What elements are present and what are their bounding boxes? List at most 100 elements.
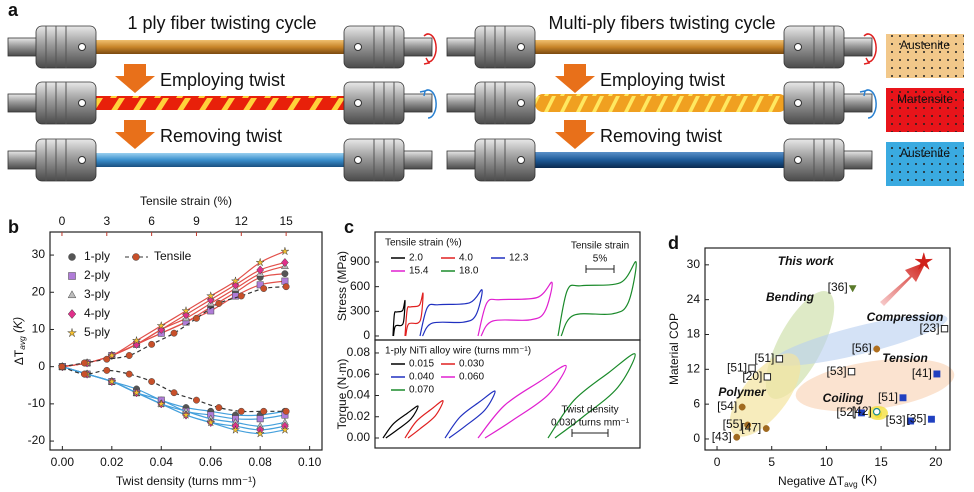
legend-label: 1-ply xyxy=(84,249,110,263)
y-tick-label: 12 xyxy=(687,361,701,375)
legend-label: 2.0 xyxy=(409,253,423,264)
loop-curve xyxy=(392,299,406,337)
y-axis-label: ΔTavg (K) xyxy=(11,317,27,365)
marker xyxy=(255,257,265,267)
marker xyxy=(170,389,178,397)
x-tick-label: 0 xyxy=(714,455,721,469)
marker xyxy=(744,421,752,429)
x-axis-label: Negative ΔTavg (K) xyxy=(778,473,877,489)
point-label: [41] xyxy=(912,366,932,380)
marker xyxy=(156,398,167,408)
legend-label: 0.040 xyxy=(409,372,434,383)
group-label: Bending xyxy=(766,290,815,304)
x-axis-label-part: Negative ΔT xyxy=(778,474,845,488)
phase-label: Austenite xyxy=(900,38,950,52)
y-tick-label: 900 xyxy=(350,254,370,268)
marker xyxy=(872,407,881,416)
legend-label: 2-ply xyxy=(84,268,110,282)
y-tick-label: 0.00 xyxy=(347,430,371,444)
x-axis-label-part: avg xyxy=(844,479,858,489)
x-tick-label: 15 xyxy=(874,455,888,469)
panel-label: d xyxy=(668,233,679,253)
panel-label: a xyxy=(8,0,19,20)
fiber xyxy=(96,96,348,110)
x2-axis-label: Tensile strain (%) xyxy=(140,194,232,208)
legend-label: 12.3 xyxy=(509,253,529,264)
y-tick-label: 300 xyxy=(350,303,370,317)
rotation-arrows xyxy=(419,33,877,119)
legend-title: 1-ply NiTi alloy wire (turns mm⁻¹) xyxy=(385,346,531,357)
marker xyxy=(107,350,117,360)
legend-marker xyxy=(132,253,140,261)
x2-tick-label: 3 xyxy=(103,214,110,228)
step-label: Employing twist xyxy=(600,70,725,90)
y-axis-label-part: avg xyxy=(17,336,27,350)
marker xyxy=(933,370,941,378)
marker xyxy=(256,265,265,275)
fiber xyxy=(535,94,787,112)
marker xyxy=(927,415,935,423)
marker xyxy=(58,363,66,371)
marker xyxy=(847,367,856,376)
legend-label: 18.0 xyxy=(459,266,479,277)
y-tick-label: 0.02 xyxy=(347,409,371,423)
plot-frame xyxy=(374,339,641,449)
point-label: [36] xyxy=(828,280,848,294)
marker xyxy=(181,305,191,315)
loop-curve xyxy=(557,261,637,337)
marker xyxy=(131,335,142,345)
legend-label: 0.015 xyxy=(409,359,434,370)
plot-frame xyxy=(49,231,323,451)
x-tick-label: 0.08 xyxy=(249,455,273,469)
marker xyxy=(193,396,200,404)
x2-tick-label: 15 xyxy=(279,214,293,228)
legend-label: Tensile xyxy=(154,249,192,263)
marker xyxy=(206,295,215,305)
marker xyxy=(80,359,88,367)
phase-label: Martensite xyxy=(897,92,953,106)
legend-label: 4-ply xyxy=(84,306,110,320)
marker xyxy=(103,355,111,363)
point-label: [23] xyxy=(920,321,940,335)
y-tick-label: -20 xyxy=(28,433,46,447)
x-tick-label: 0.06 xyxy=(199,455,223,469)
title: Multi-ply fibers twisting cycle xyxy=(548,13,775,33)
group-label: Polymer xyxy=(718,385,767,399)
point-label: [47] xyxy=(741,421,761,435)
group-label: Tension xyxy=(882,351,928,365)
marker xyxy=(193,314,200,322)
y-tick-label: 6 xyxy=(693,396,700,410)
marker xyxy=(914,251,934,271)
marker xyxy=(80,370,88,378)
loop-curve xyxy=(382,405,419,439)
legend-marker xyxy=(66,327,78,338)
point-label: [53] xyxy=(827,364,847,378)
legend-marker xyxy=(68,253,76,261)
loop-curve xyxy=(547,353,636,439)
scale-bar-label: Twist density xyxy=(561,405,618,416)
x-axis-label-part: (K) xyxy=(858,473,877,487)
scale-bar xyxy=(571,429,609,437)
y-tick-label: 0 xyxy=(693,431,700,445)
marker xyxy=(281,257,289,268)
marker xyxy=(148,340,156,348)
series-line xyxy=(62,366,285,427)
marker xyxy=(848,285,857,293)
x-tick-label: 5 xyxy=(768,455,775,469)
fiber xyxy=(535,40,787,54)
panel-d-groups xyxy=(729,262,955,437)
point-label: [35] xyxy=(906,411,926,425)
marker xyxy=(237,292,245,300)
scale-bar xyxy=(585,265,615,273)
marker xyxy=(237,407,245,415)
marker xyxy=(256,281,264,289)
y-axis-label: Torque (N·m) xyxy=(335,359,349,430)
x-tick-label: 10 xyxy=(820,455,834,469)
legend-label: 0.030 xyxy=(459,359,484,370)
marker xyxy=(763,373,772,381)
marker xyxy=(131,387,142,397)
marker xyxy=(738,403,746,411)
loop-curve xyxy=(444,390,496,439)
x-tick-label: 0.10 xyxy=(298,455,322,469)
